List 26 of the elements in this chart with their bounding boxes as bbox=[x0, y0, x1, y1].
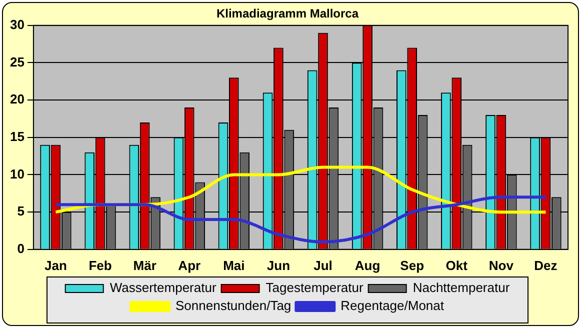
line-series bbox=[54, 196, 548, 244]
legend-label: Tagestemperatur bbox=[266, 280, 364, 296]
x-tick-label: Apr bbox=[178, 258, 201, 273]
y-tick-label: 5 bbox=[17, 204, 24, 219]
legend-label: Wassertemperatur bbox=[110, 280, 217, 296]
x-tick-label: Mär bbox=[133, 258, 156, 273]
legend-label: Nachttemperatur bbox=[412, 280, 510, 296]
x-tick-label: Aug bbox=[354, 258, 380, 273]
y-tick-label: 25 bbox=[10, 54, 24, 70]
y-tick-label: 10 bbox=[10, 166, 24, 182]
x-tick-label: Jun bbox=[266, 258, 290, 273]
chart-title: Klimadiagramm Mallorca bbox=[216, 6, 359, 21]
y-tick-label: 15 bbox=[10, 128, 24, 144]
y-tick-label: 0 bbox=[17, 240, 24, 256]
legend-label: Sonnenstunden/Tag bbox=[175, 298, 292, 314]
x-tick-label: Nov bbox=[488, 258, 514, 273]
y-tick-label: 30 bbox=[10, 16, 24, 32]
x-tick-label: Jan bbox=[44, 258, 67, 273]
x-tick-label: Mai bbox=[223, 258, 245, 273]
x-tick-label: Jul bbox=[314, 258, 332, 273]
legend-label: Regentage/Monat bbox=[340, 298, 444, 314]
x-tick-label: Dez bbox=[534, 258, 558, 273]
x-tick-label: Okt bbox=[446, 258, 468, 273]
y-tick-label: 20 bbox=[10, 92, 24, 107]
x-tick-label: Feb bbox=[88, 258, 112, 273]
x-tick-label: Sep bbox=[400, 258, 424, 273]
